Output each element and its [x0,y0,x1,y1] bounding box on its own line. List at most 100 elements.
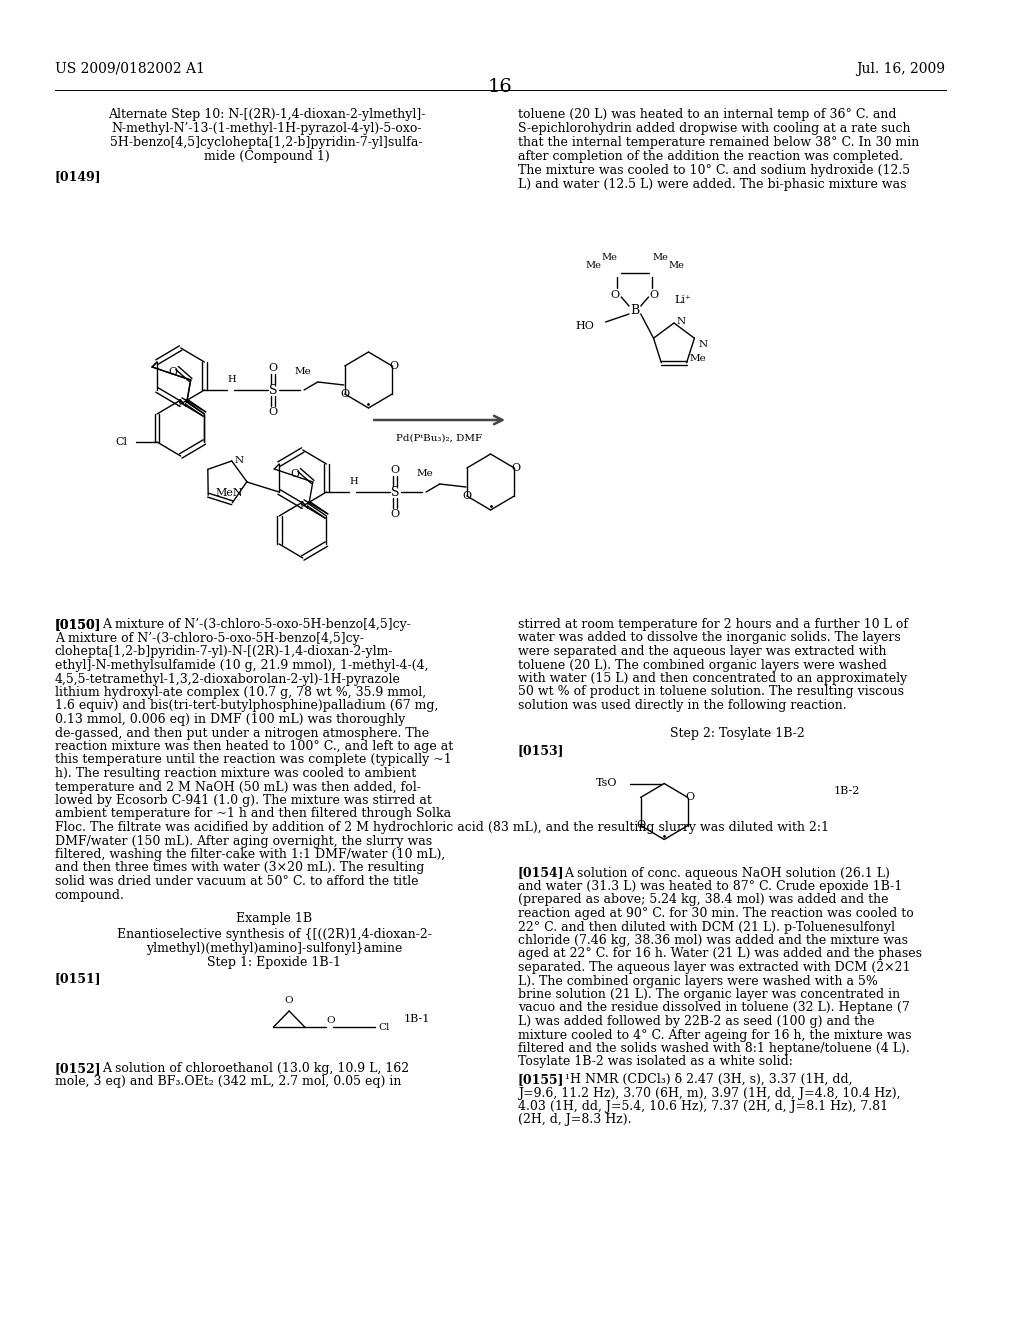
Text: ¹H NMR (CDCl₃) δ 2.47 (3H, s), 3.37 (1H, dd,: ¹H NMR (CDCl₃) δ 2.47 (3H, s), 3.37 (1H,… [564,1073,852,1086]
Text: [0151]: [0151] [54,972,101,985]
Text: Step 2: Tosylate 1B-2: Step 2: Tosylate 1B-2 [670,726,805,739]
Text: solution was used directly in the following reaction.: solution was used directly in the follow… [518,700,846,711]
Text: Alternate Step 10: N-[(2R)-1,4-dioxan-2-ylmethyl]-: Alternate Step 10: N-[(2R)-1,4-dioxan-2-… [108,108,425,121]
Text: ylmethyl)(methyl)amino]-sulfonyl}amine: ylmethyl)(methyl)amino]-sulfonyl}amine [146,942,402,954]
Text: S-epichlorohydrin added dropwise with cooling at a rate such: S-epichlorohydrin added dropwise with co… [518,121,910,135]
Text: [0154]: [0154] [518,866,564,879]
Text: O: O [636,821,645,830]
Text: O: O [340,389,349,399]
Text: Step 1: Epoxide 1B-1: Step 1: Epoxide 1B-1 [208,956,341,969]
Text: 22° C. and then diluted with DCM (21 L). p-Toluenesulfonyl: 22° C. and then diluted with DCM (21 L).… [518,920,895,933]
Text: 50 wt % of product in toluene solution. The resulting viscous: 50 wt % of product in toluene solution. … [518,685,904,698]
Text: S: S [268,384,278,396]
Text: O: O [291,469,300,479]
Text: [0150]: [0150] [54,618,101,631]
Text: S: S [390,486,399,499]
Text: HO: HO [575,321,594,331]
Text: Me: Me [586,260,602,269]
Text: O: O [389,360,398,371]
Text: ambient temperature for ~1 h and then filtered through Solka: ambient temperature for ~1 h and then fi… [54,808,451,821]
Text: 16: 16 [487,78,512,96]
Text: L). The combined organic layers were washed with a 5%: L). The combined organic layers were was… [518,974,878,987]
Text: O: O [512,463,521,473]
Text: [0155]: [0155] [518,1073,564,1086]
Text: DMF/water (150 mL). After aging overnight, the slurry was: DMF/water (150 mL). After aging overnigh… [54,834,432,847]
Text: L) was added followed by 22B-2 as seed (100 g) and the: L) was added followed by 22B-2 as seed (… [518,1015,874,1028]
Text: that the internal temperature remained below 38° C. In 30 min: that the internal temperature remained b… [518,136,919,149]
Text: J=9.6, 11.2 Hz), 3.70 (6H, m), 3.97 (1H, dd, J=4.8, 10.4 Hz),: J=9.6, 11.2 Hz), 3.70 (6H, m), 3.97 (1H,… [518,1086,900,1100]
Text: ethyl]-N-methylsulfamide (10 g, 21.9 mmol), 1-methyl-4-(4,: ethyl]-N-methylsulfamide (10 g, 21.9 mmo… [54,659,428,672]
Text: O: O [610,290,620,300]
Text: were separated and the aqueous layer was extracted with: were separated and the aqueous layer was… [518,645,886,657]
Text: solid was dried under vacuum at 50° C. to afford the title: solid was dried under vacuum at 50° C. t… [54,875,418,888]
Text: 1.6 equiv) and bis(tri-tert-butylphosphine)palladium (67 mg,: 1.6 equiv) and bis(tri-tert-butylphosphi… [54,700,438,713]
Text: Cl: Cl [116,437,128,447]
Text: N: N [698,341,708,350]
Text: US 2009/0182002 A1: US 2009/0182002 A1 [54,62,205,77]
Text: and water (31.3 L) was heated to 87° C. Crude epoxide 1B-1: and water (31.3 L) was heated to 87° C. … [518,880,902,894]
Text: 4.03 (1H, dd, J=5.4, 10.6 Hz), 7.37 (2H, d, J=8.1 Hz), 7.81: 4.03 (1H, dd, J=5.4, 10.6 Hz), 7.37 (2H,… [518,1100,888,1113]
Text: O: O [285,997,294,1005]
Text: reaction aged at 90° C. for 30 min. The reaction was cooled to: reaction aged at 90° C. for 30 min. The … [518,907,913,920]
Text: Pd(PᵗBu₃)₂, DMF: Pd(PᵗBu₃)₂, DMF [396,434,482,444]
Text: brine solution (21 L). The organic layer was concentrated in: brine solution (21 L). The organic layer… [518,987,900,1001]
Text: (prepared as above; 5.24 kg, 38.4 mol) was added and the: (prepared as above; 5.24 kg, 38.4 mol) w… [518,894,888,907]
Text: and then three times with water (3×20 mL). The resulting: and then three times with water (3×20 mL… [54,862,424,874]
Text: O: O [169,367,178,378]
Text: Me: Me [417,470,433,479]
Text: Li⁺: Li⁺ [674,294,691,305]
Text: de-gassed, and then put under a nitrogen atmosphere. The: de-gassed, and then put under a nitrogen… [54,726,429,739]
Text: O: O [390,510,399,519]
Text: h). The resulting reaction mixture was cooled to ambient: h). The resulting reaction mixture was c… [54,767,416,780]
Text: lowed by Ecosorb C-941 (1.0 g). The mixture was stirred at: lowed by Ecosorb C-941 (1.0 g). The mixt… [54,795,431,807]
Text: after completion of the addition the reaction was completed.: after completion of the addition the rea… [518,150,903,162]
Text: vacuo and the residue dissolved in toluene (32 L). Heptane (7: vacuo and the residue dissolved in tolue… [518,1002,909,1015]
Text: lithium hydroxyl-ate complex (10.7 g, 78 wt %, 35.9 mmol,: lithium hydroxyl-ate complex (10.7 g, 78… [54,686,426,700]
Text: O: O [650,290,659,300]
Text: reaction mixture was then heated to 100° C., and left to age at: reaction mixture was then heated to 100°… [54,741,453,752]
Text: Example 1B: Example 1B [237,912,312,925]
Text: N-methyl-N’-13-(1-methyl-1H-pyrazol-4-yl)-5-oxo-: N-methyl-N’-13-(1-methyl-1H-pyrazol-4-yl… [112,121,422,135]
Text: 1B-1: 1B-1 [403,1014,430,1024]
Text: O: O [390,465,399,475]
Text: clohepta[1,2-b]pyridin-7-yl)-N-[(2R)-1,4-dioxan-2-ylm-: clohepta[1,2-b]pyridin-7-yl)-N-[(2R)-1,4… [54,645,393,659]
Text: O: O [685,792,694,803]
Text: mixture cooled to 4° C. After ageing for 16 h, the mixture was: mixture cooled to 4° C. After ageing for… [518,1028,911,1041]
Text: N: N [677,317,686,326]
Text: A solution of chloroethanol (13.0 kg, 10.9 L, 162: A solution of chloroethanol (13.0 kg, 10… [101,1063,409,1074]
Text: O: O [268,363,278,374]
Text: N: N [300,502,309,511]
Text: compound.: compound. [54,888,125,902]
Text: The mixture was cooled to 10° C. and sodium hydroxide (12.5: The mixture was cooled to 10° C. and sod… [518,164,909,177]
Text: TsO: TsO [596,779,617,788]
Text: B: B [630,304,640,317]
Text: stirred at room temperature for 2 hours and a further 10 L of: stirred at room temperature for 2 hours … [518,618,907,631]
Text: 5H-benzo[4,5]cyclohepta[1,2-b]pyridin-7-yl]sulfa-: 5H-benzo[4,5]cyclohepta[1,2-b]pyridin-7-… [111,136,423,149]
Text: A solution of conc. aqueous NaOH solution (26.1 L): A solution of conc. aqueous NaOH solutio… [564,866,891,879]
Text: Jul. 16, 2009: Jul. 16, 2009 [856,62,945,77]
Text: 1B-2: 1B-2 [834,787,859,796]
Text: Me: Me [601,253,617,261]
Text: Me: Me [690,354,707,363]
Text: O: O [462,491,471,502]
Text: aged at 22° C. for 16 h. Water (21 L) was added and the phases: aged at 22° C. for 16 h. Water (21 L) wa… [518,948,922,961]
Text: mole, 3 eq) and BF₃.OEt₂ (342 mL, 2.7 mol, 0.05 eq) in: mole, 3 eq) and BF₃.OEt₂ (342 mL, 2.7 mo… [54,1076,401,1089]
Text: 0.13 mmol, 0.006 eq) in DMF (100 mL) was thoroughly: 0.13 mmol, 0.006 eq) in DMF (100 mL) was… [54,713,406,726]
Text: toluene (20 L). The combined organic layers were washed: toluene (20 L). The combined organic lay… [518,659,887,672]
Text: [0153]: [0153] [518,744,564,758]
Text: separated. The aqueous layer was extracted with DCM (2×21: separated. The aqueous layer was extract… [518,961,910,974]
Text: O: O [268,407,278,417]
Text: A mixture of N’-(3-chloro-5-oxo-5H-benzo[4,5]cy-: A mixture of N’-(3-chloro-5-oxo-5H-benzo… [101,618,411,631]
Text: [0152]: [0152] [54,1063,101,1074]
Text: filtered, washing the filter-cake with 1:1 DMF/water (10 mL),: filtered, washing the filter-cake with 1… [54,847,445,861]
Text: chloride (7.46 kg, 38.36 mol) was added and the mixture was: chloride (7.46 kg, 38.36 mol) was added … [518,935,907,946]
Text: Me: Me [668,260,684,269]
Text: this temperature until the reaction was complete (typically ~1: this temperature until the reaction was … [54,754,452,767]
Text: (2H, d, J=8.3 Hz).: (2H, d, J=8.3 Hz). [518,1114,631,1126]
Text: mide (Compound 1): mide (Compound 1) [204,150,330,162]
Text: MeN: MeN [215,487,243,498]
Text: N: N [178,399,187,409]
Text: A mixture of N’-(3-chloro-5-oxo-5H-benzo[4,5]cy-: A mixture of N’-(3-chloro-5-oxo-5H-benzo… [54,632,364,645]
Text: filtered and the solids washed with 8:1 heptane/toluene (4 L).: filtered and the solids washed with 8:1 … [518,1041,909,1055]
Text: L) and water (12.5 L) were added. The bi-phasic mixture was: L) and water (12.5 L) were added. The bi… [518,178,906,191]
